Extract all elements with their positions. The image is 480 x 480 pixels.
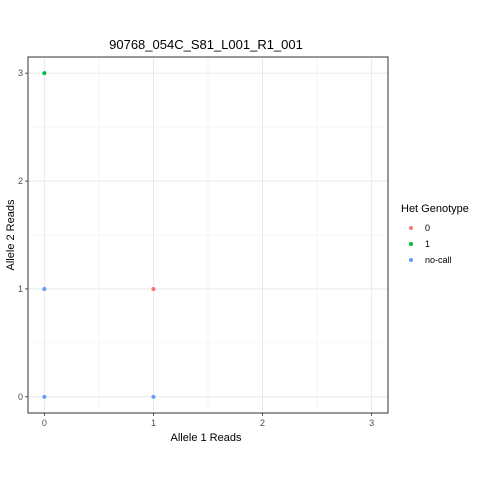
legend-title: Het Genotype (401, 203, 469, 215)
y-tick-label: 3 (18, 68, 23, 78)
plot-panel-border (27, 56, 389, 414)
legend-label-1: 1 (425, 239, 430, 249)
y-tick-label: 1 (18, 284, 23, 294)
data-point-no-call (42, 286, 47, 291)
legend-label-no-call: no-call (425, 255, 452, 265)
data-points (42, 71, 156, 399)
legend: Het Genotype 0 1 no-call (401, 203, 469, 265)
x-tick-label: 1 (151, 418, 156, 428)
y-tick-label: 2 (18, 176, 23, 186)
y-axis-title: Allele 2 Reads (5, 199, 17, 270)
legend-key-no-call (409, 258, 413, 262)
x-tick-label: 3 (369, 418, 374, 428)
x-tick-label: 2 (260, 418, 265, 428)
legend-key-0 (409, 226, 413, 230)
data-point-1 (42, 71, 47, 76)
chart-title: 90768_054C_S81_L001_R1_001 (109, 37, 303, 52)
x-tick-label: 0 (42, 418, 47, 428)
axis-ticks: 0 1 2 3 0 1 2 3 (18, 68, 374, 428)
data-point-0 (151, 286, 156, 291)
data-point-no-call (151, 394, 156, 399)
x-axis-title: Allele 1 Reads (171, 432, 242, 444)
grid-lines (28, 57, 388, 413)
data-point-no-call (42, 394, 47, 399)
legend-items: 0 1 no-call (409, 223, 452, 265)
legend-label-0: 0 (425, 223, 430, 233)
y-tick-label: 0 (18, 392, 23, 402)
legend-key-1 (409, 242, 413, 246)
